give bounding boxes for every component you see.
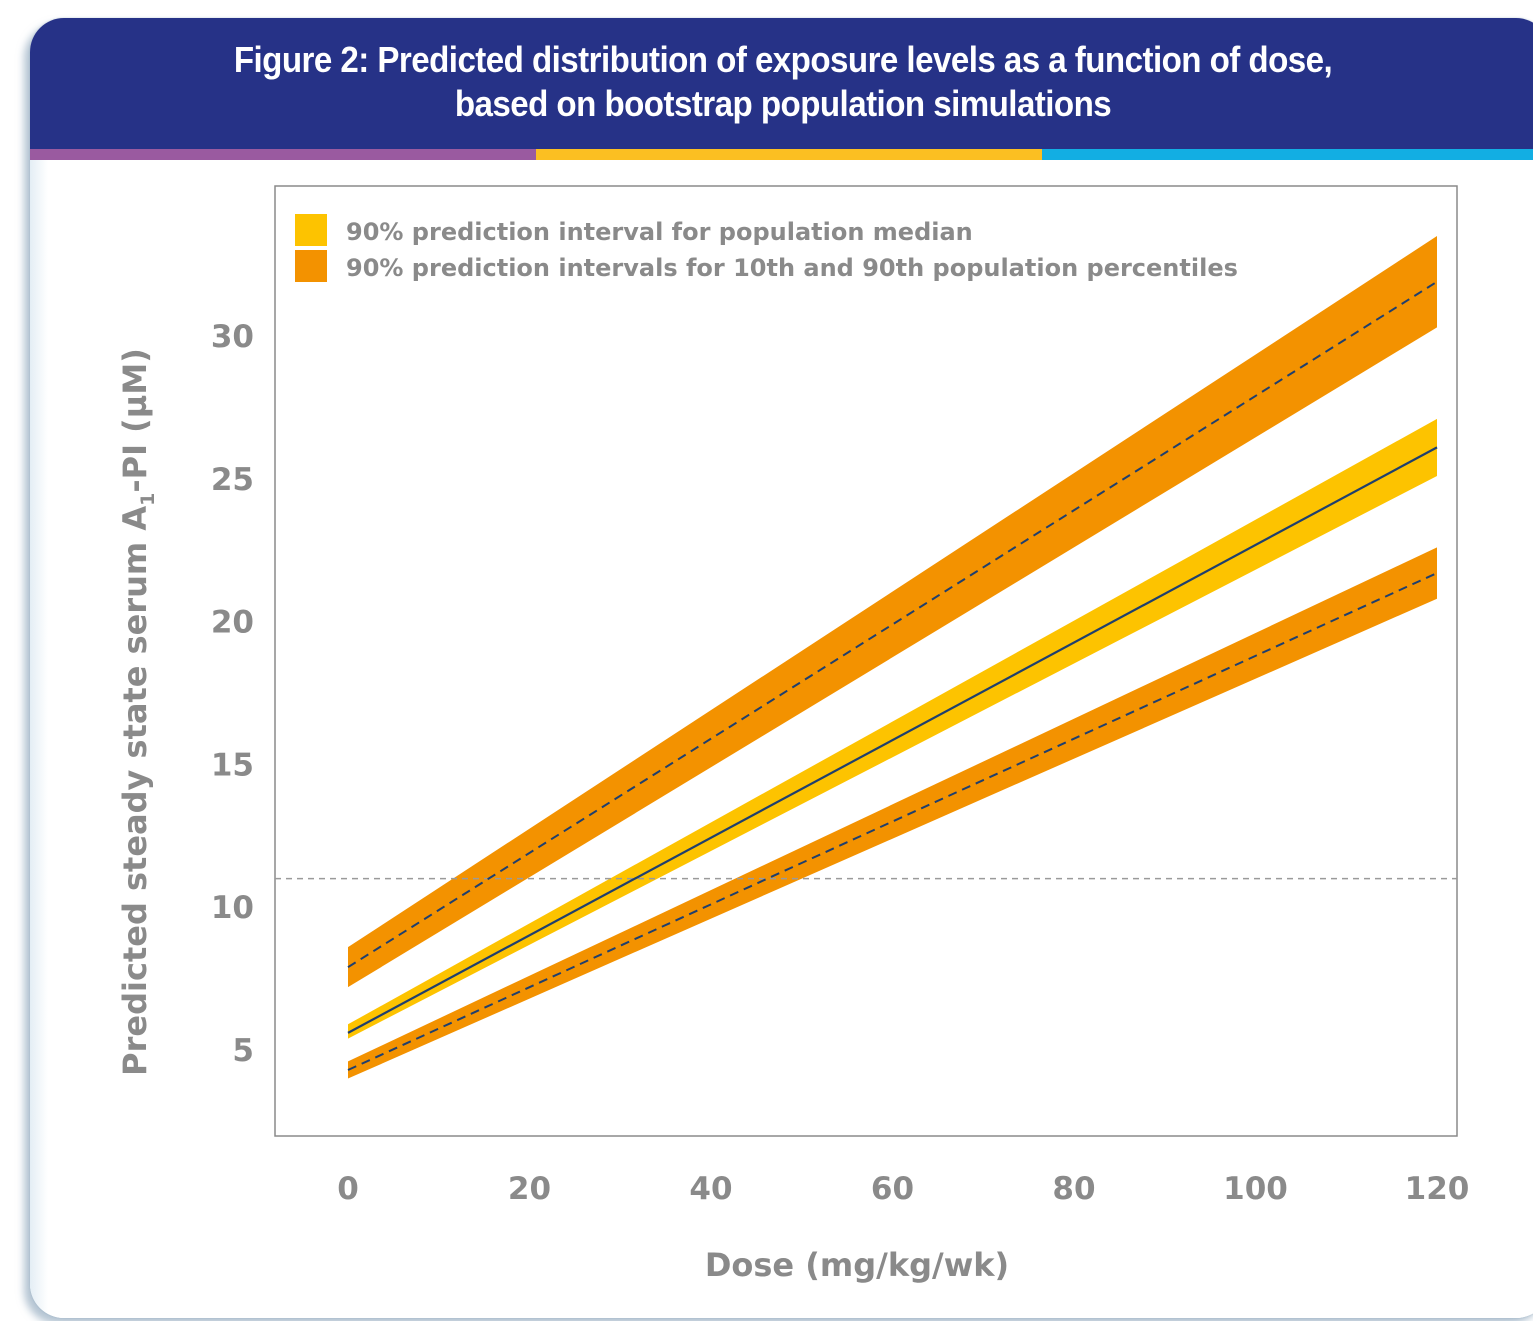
line-90th-percentile [347, 280, 1438, 969]
y-tick-label: 25 [211, 462, 254, 498]
y-axis-title-main: Predicted steady state serum A [116, 506, 154, 1076]
line-10th-percentile [347, 572, 1438, 1071]
line-median [347, 446, 1438, 1034]
lines-group [347, 280, 1438, 1071]
legend-swatch-median [295, 214, 327, 246]
y-tick-label: 30 [211, 319, 254, 355]
x-tick-label: 20 [508, 1171, 551, 1207]
bands-group [348, 236, 1437, 1079]
stripe-blue [1042, 149, 1533, 160]
band-median [348, 418, 1437, 1039]
legend-label-percentiles: 90% prediction intervals for 10th and 90… [346, 254, 1238, 282]
legend: 90% prediction interval for population m… [295, 214, 1238, 282]
x-tick-label: 60 [871, 1171, 914, 1207]
figure-title: Figure 2: Predicted distribution of expo… [233, 38, 1332, 124]
x-tick-label: 120 [1405, 1171, 1470, 1207]
y-axis-title-suffix: -PI (µM) [116, 348, 154, 492]
y-tick-labels: 5 10 15 20 25 30 [211, 319, 254, 1069]
y-tick-label: 5 [232, 1033, 254, 1069]
x-axis-title: Dose (mg/kg/wk) [705, 1246, 1009, 1284]
x-tick-labels: 0 20 40 60 80 100 120 [337, 1171, 1469, 1207]
stripe-purple [30, 149, 536, 160]
legend-label-median: 90% prediction interval for population m… [346, 218, 973, 246]
y-tick-label: 20 [211, 605, 254, 641]
x-tick-label: 0 [337, 1171, 359, 1207]
y-tick-label: 10 [211, 890, 254, 926]
stripe-yellow [536, 149, 1042, 160]
band-10th-percentile [348, 547, 1437, 1079]
legend-swatch-percentiles [295, 250, 327, 282]
x-tick-label: 80 [1052, 1171, 1095, 1207]
y-tick-label: 15 [211, 747, 254, 783]
y-axis-title: Predicted steady state serum A1-PI (µM) [116, 348, 159, 1076]
figure-header: Figure 2: Predicted distribution of expo… [30, 18, 1533, 149]
y-axis-title-subscript: 1 [137, 493, 159, 506]
x-tick-label: 100 [1223, 1171, 1288, 1207]
x-tick-label: 40 [689, 1171, 732, 1207]
band-90th-percentile [348, 236, 1437, 988]
